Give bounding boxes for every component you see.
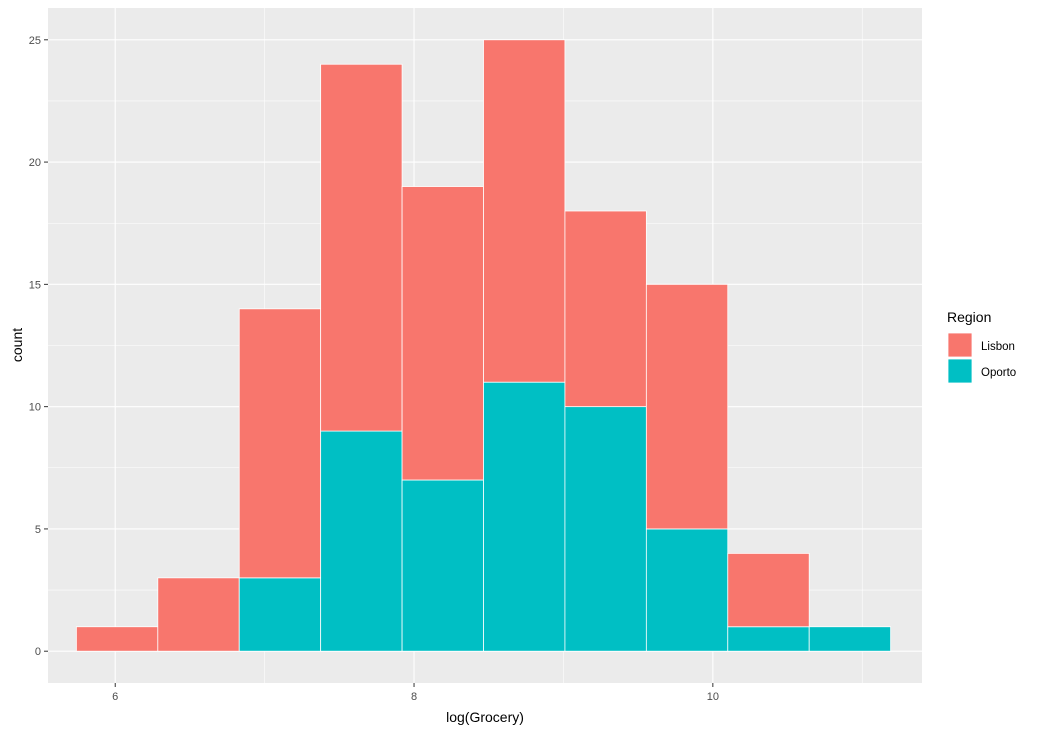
bar-lisbon-3 (320, 63, 403, 432)
legend-key-oporto (947, 358, 973, 384)
x-axis: 6 8 10 (112, 683, 719, 703)
y-axis: 0 5 10 15 20 25 (29, 35, 48, 658)
y-tick-label: 20 (29, 157, 41, 169)
bar-lisbon-6 (564, 210, 647, 408)
y-tick-label: 25 (29, 35, 41, 47)
bar-lisbon-1 (157, 577, 240, 652)
y-tick-label: 0 (35, 646, 41, 658)
bar-lisbon-8 (727, 552, 810, 628)
bar-oporto-2 (238, 577, 322, 652)
legend-label-lisbon: Lisbon (981, 341, 1015, 353)
x-tick-label: 6 (112, 691, 118, 703)
bar-oporto-6 (564, 406, 647, 652)
bar-oporto-8 (727, 626, 810, 652)
y-tick-label: 5 (35, 524, 41, 536)
y-tick-label: 15 (29, 279, 41, 291)
legend-label-oporto: Oporto (981, 367, 1016, 379)
y-tick-label: 10 (29, 402, 41, 414)
bar-lisbon-5 (483, 39, 566, 383)
bar-lisbon-7 (645, 283, 729, 530)
histogram-bars (75, 39, 892, 652)
x-axis-title: log(Grocery) (446, 709, 524, 725)
legend-key-lisbon (947, 332, 973, 358)
y-axis-title: count (9, 328, 25, 362)
x-tick-label: 8 (411, 691, 417, 703)
bar-lisbon-2 (238, 308, 322, 579)
bar-oporto-4 (401, 479, 484, 652)
x-tick-label: 10 (707, 691, 719, 703)
bar-lisbon-0 (75, 626, 159, 652)
bar-oporto-7 (645, 528, 729, 652)
bar-oporto-5 (483, 381, 566, 652)
bar-oporto-3 (320, 430, 403, 652)
bar-lisbon-4 (401, 186, 484, 481)
bar-oporto-9 (808, 626, 892, 652)
legend: Region Lisbon Oporto (947, 309, 1016, 384)
legend-title: Region (947, 309, 991, 325)
